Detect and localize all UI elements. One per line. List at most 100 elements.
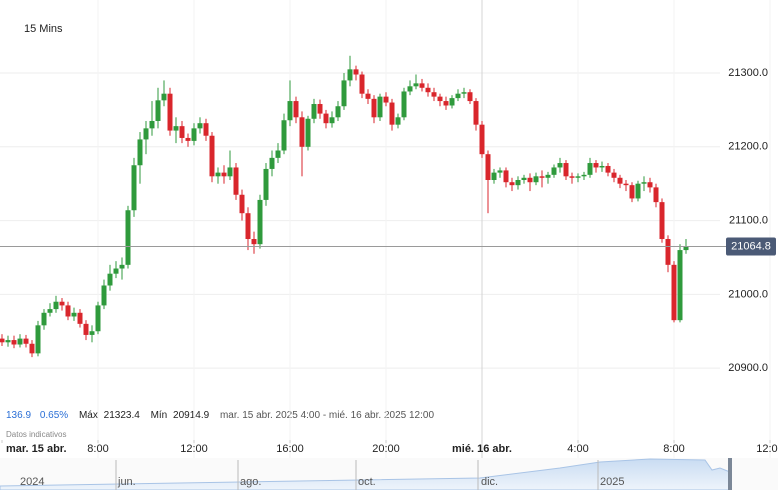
candle-body [179, 126, 185, 138]
candle-body [131, 165, 137, 211]
candle-body [83, 323, 89, 335]
candle-body [53, 301, 59, 310]
candle-body [71, 312, 77, 317]
candle-body [323, 113, 329, 124]
candle-body [467, 92, 473, 102]
candle-body [629, 185, 635, 199]
candle-body [551, 167, 557, 175]
candle-body [155, 100, 161, 121]
candle-body [257, 199, 263, 245]
candle-body [587, 163, 593, 175]
candle-body [329, 117, 335, 124]
candle-body [665, 239, 671, 265]
candle-body [395, 117, 401, 125]
candle-body [305, 118, 311, 147]
candle-body [539, 176, 545, 178]
candle-body [593, 163, 599, 168]
candle-body [449, 98, 455, 106]
candle-body [641, 182, 647, 184]
candle-body [419, 83, 425, 88]
candle-body [59, 301, 65, 306]
candle-body [569, 176, 575, 178]
candle-body [89, 331, 95, 335]
x-tick-label: 12:00 [180, 443, 208, 455]
x-tick-label: 20:00 [372, 443, 400, 455]
candle-body [377, 96, 383, 118]
candle-body [65, 305, 71, 317]
candle-body [671, 264, 677, 321]
candle-body [239, 194, 245, 214]
candle-body [653, 187, 659, 203]
candle-body [263, 168, 269, 200]
range: mar. 15 abr. 2025 4:00 - mié. 16 abr. 20… [220, 410, 434, 421]
last-price-tag [726, 237, 776, 256]
y-tick-label: 21300.0 [728, 67, 768, 79]
candle-body [281, 120, 287, 151]
candle-body [461, 92, 467, 94]
candle-body [233, 167, 239, 195]
candle-body [455, 93, 461, 99]
candle-body [245, 213, 251, 240]
change-pct: 0.65% [40, 410, 68, 421]
candle-body [401, 91, 407, 118]
candle-body [107, 273, 113, 286]
candle-body [473, 101, 479, 125]
candle-body [95, 305, 101, 332]
candle-body [119, 264, 125, 269]
chart-title: 15 Mins [24, 23, 63, 35]
candle-body [443, 101, 449, 106]
candle-body [683, 246, 689, 251]
candle-body [293, 101, 299, 118]
y-tick-label: 21100.0 [729, 214, 768, 226]
candle-body [203, 123, 209, 136]
candles [0, 55, 689, 358]
candle-body [0, 338, 5, 343]
navigator-separators [115, 460, 599, 490]
candle-body [77, 312, 83, 324]
candle-body [275, 150, 281, 158]
candle-body [197, 123, 203, 129]
candle-body [125, 210, 131, 265]
candle-body [605, 165, 611, 173]
candle-body [137, 139, 143, 166]
candle-body [515, 180, 521, 186]
candle-body [5, 340, 11, 343]
candle-body [521, 177, 527, 180]
candle-body [623, 183, 629, 186]
candle-body [11, 340, 17, 345]
x-tick-label: 8:00 [87, 443, 108, 455]
x-tick-label: 4:00 [567, 443, 588, 455]
candle-body [479, 124, 485, 155]
candle-body [287, 101, 293, 121]
candle-body [191, 128, 197, 141]
candle-body [527, 177, 533, 183]
candle-body [557, 163, 563, 168]
candle-body [485, 154, 491, 180]
navigator-label: oct. [358, 476, 376, 488]
candle-body [659, 202, 665, 240]
high-label: Máx [79, 410, 98, 421]
stats-line: 136.9 0.65% Máx 21323.4 Mín 20914.9 mar.… [6, 410, 434, 421]
grid [0, 0, 771, 458]
candle-body [167, 93, 173, 131]
candle-body [317, 104, 323, 114]
candle-body [35, 325, 41, 354]
candle-body [431, 92, 437, 97]
candle-body [41, 312, 47, 326]
candle-body [599, 165, 605, 168]
navigator-handle[interactable] [728, 458, 732, 490]
candle-body [101, 285, 107, 306]
candle-body [425, 87, 431, 93]
candle-body [173, 126, 179, 131]
candle-body [347, 69, 353, 81]
candle-body [365, 93, 371, 99]
y-tick-label: 20900.0 [728, 362, 768, 374]
candle-body [371, 98, 377, 118]
candle-body [185, 137, 191, 141]
candle-body [29, 343, 35, 354]
candle-body [341, 80, 347, 107]
candle-body [143, 128, 149, 140]
candle-body [617, 177, 623, 184]
candle-body [533, 176, 539, 183]
